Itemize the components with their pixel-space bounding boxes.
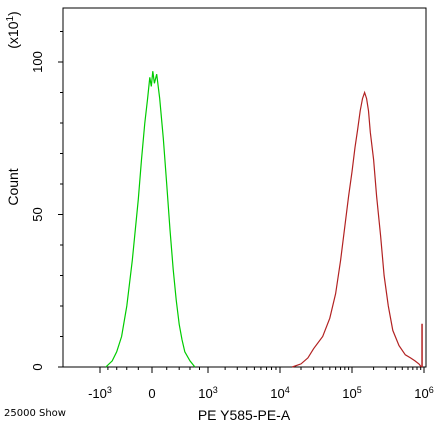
x-axis-ticks: -103 0 103 104 105 106	[88, 367, 434, 401]
y-axis-ticks: 0 50 100	[30, 31, 63, 371]
plot-area	[62, 7, 427, 368]
series-line-1	[292, 90, 422, 368]
series-layer	[105, 71, 423, 368]
y-tick-label: 50	[30, 207, 45, 221]
x-tick-label: 0	[148, 386, 155, 401]
y-tick-label: 100	[30, 51, 45, 73]
y-scale-close: )	[5, 11, 21, 16]
x-tick-label: 103	[198, 385, 217, 401]
x-tick-label: 104	[270, 385, 289, 401]
x-tick-label: -103	[88, 385, 112, 401]
y-scale-exp: 1	[5, 16, 16, 22]
x-axis-label: PE Y585-PE-A	[198, 407, 291, 423]
x-tick-label: 105	[342, 385, 361, 401]
x-tick-label: 106	[414, 385, 433, 401]
y-tick-label: 0	[30, 363, 45, 370]
y-scale-label: (x101)	[5, 11, 22, 48]
event-count-footer: 25000 Show	[4, 408, 66, 419]
series-line-0	[105, 71, 196, 368]
y-scale-base: (x10	[5, 21, 21, 48]
y-axis-label: Count	[5, 168, 21, 205]
plot-frame	[62, 7, 427, 368]
